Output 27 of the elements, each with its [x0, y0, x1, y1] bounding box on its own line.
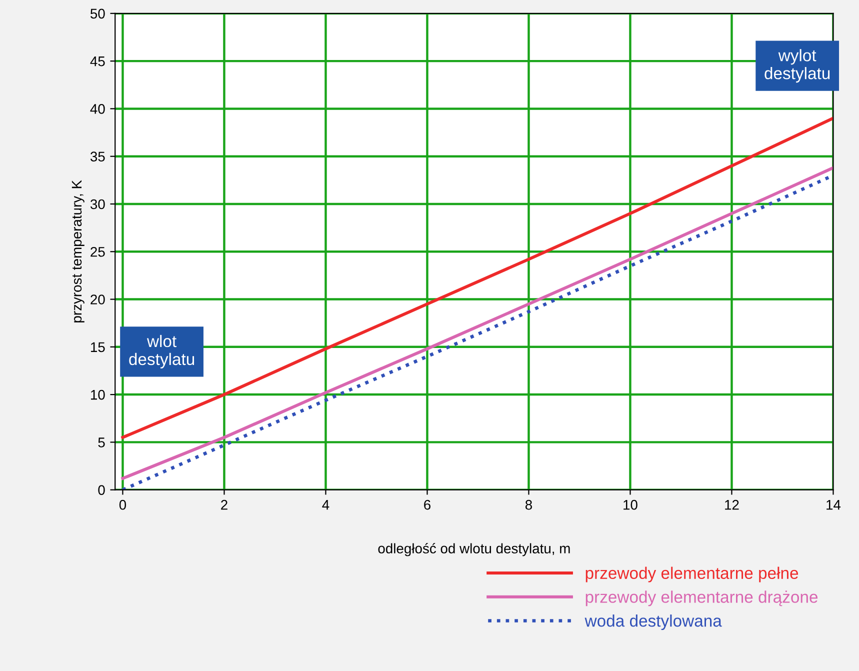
- y-tick-label: 30: [90, 199, 105, 210]
- x-tick-label: 0: [119, 500, 126, 510]
- text: przewody elementarne pełne: [586, 566, 798, 582]
- x-axis-title: odległość od wlotu destylatu, m: [378, 543, 570, 556]
- y-tick-label: 50: [90, 8, 105, 19]
- line-series: [121, 116, 834, 439]
- x-tick-label: 4: [322, 500, 330, 510]
- y-tick-label: 45: [90, 56, 105, 66]
- y-tick-label: 0: [98, 485, 105, 495]
- x-tick-label: 14: [826, 500, 841, 510]
- x-tick-label: 8: [525, 500, 532, 510]
- x-tick-label: 10: [624, 500, 638, 510]
- annotation: wylot destylatu: [764, 49, 830, 83]
- y-tick-label: 25: [90, 246, 105, 257]
- text: przewody elementarne drążone: [586, 590, 818, 606]
- y-tick-label: 10: [90, 390, 105, 400]
- x-tick-label: 2: [221, 500, 228, 510]
- y-tick-label: 35: [90, 152, 105, 162]
- y-tick-label: 15: [90, 342, 105, 352]
- text: woda destylowana: [584, 614, 722, 630]
- y-tick-label: 40: [90, 104, 105, 114]
- y-tick-label: 20: [90, 294, 105, 304]
- annotation: wlot destylatu: [129, 334, 194, 368]
- x-tick-label: 12: [725, 500, 739, 510]
- y-tick-label: 5: [98, 438, 105, 448]
- y-axis-title: przyrost temperatury, K: [72, 180, 84, 322]
- x-tick-label: 6: [424, 500, 430, 510]
